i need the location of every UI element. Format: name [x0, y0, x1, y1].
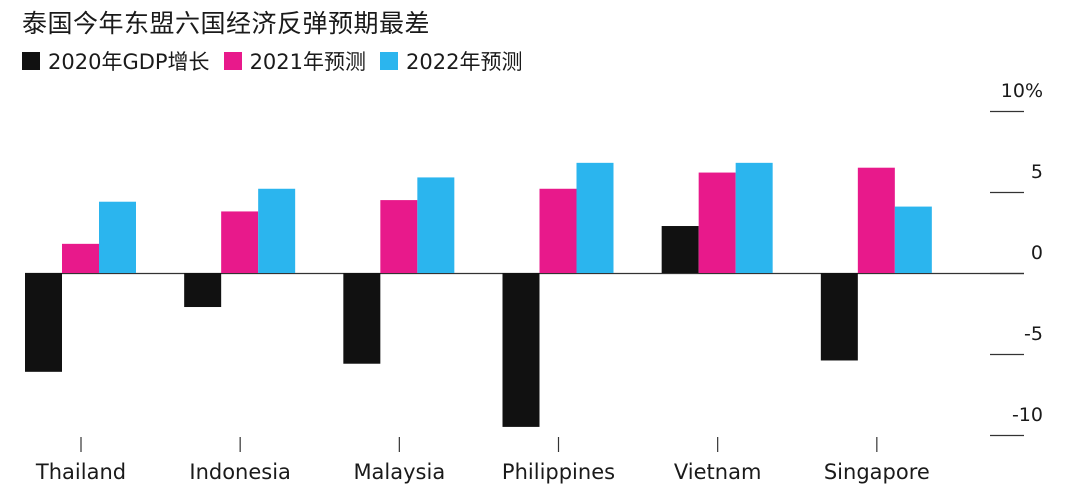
x-label-singapore: Singapore: [824, 460, 930, 484]
bar-malaysia-series-0: [343, 273, 381, 364]
y-tick-label-0: 10%: [1001, 80, 1043, 102]
y-tick-label-4: -10: [1012, 404, 1043, 426]
bar-indonesia-series-1: [221, 211, 259, 273]
bar-vietnam-series-2: [735, 162, 773, 273]
bar-singapore-series-2: [894, 206, 932, 273]
legend-label-2020-gdp: 2020年GDP增长: [48, 50, 210, 74]
bar-indonesia-series-2: [258, 188, 296, 273]
chart-title: 泰国今年东盟六国经济反弹预期最差: [22, 9, 431, 38]
bar-philippines-series-2: [576, 162, 614, 273]
x-label-indonesia: Indonesia: [189, 460, 291, 484]
legend-label-2022-forecast: 2022年预测: [406, 50, 523, 74]
legend-label-2021-forecast: 2021年预测: [249, 50, 367, 74]
x-label-vietnam: Vietnam: [674, 460, 762, 484]
bar-malaysia-series-1: [380, 200, 418, 273]
bar-philippines-series-1: [539, 188, 577, 273]
x-label-thailand: Thailand: [35, 460, 126, 484]
bar-thailand-series-1: [62, 243, 99, 273]
y-tick-label-2: 0: [1031, 242, 1043, 264]
legend-item-2022-forecast: 2022年预测: [380, 46, 522, 76]
y-tick-label-3: -5: [1024, 323, 1043, 345]
bar-vietnam-series-0: [661, 226, 699, 273]
x-label-philippines: Philippines: [502, 460, 615, 484]
bar-malaysia-series-2: [417, 177, 455, 273]
bar-philippines-series-0: [502, 273, 540, 427]
bar-thailand-series-0: [25, 273, 62, 372]
bar-thailand-series-2: [99, 201, 136, 273]
bar-singapore-series-1: [857, 167, 895, 273]
bar-indonesia-series-0: [184, 273, 222, 308]
legend-swatch-2020-gdp: [22, 52, 40, 70]
chart-legend: 2020年GDP增长 2021年预测 2022年预测: [22, 46, 536, 76]
y-tick-label-1: 5: [1031, 161, 1043, 183]
legend-swatch-2022-forecast: [380, 52, 399, 70]
x-label-malaysia: Malaysia: [353, 460, 445, 484]
bar-vietnam-series-1: [698, 172, 736, 273]
legend-item-2020-gdp: 2020年GDP增长: [22, 46, 210, 76]
legend-item-2021-forecast: 2021年预测: [223, 46, 367, 76]
legend-swatch-2021-forecast: [223, 52, 242, 70]
bar-singapore-series-0: [820, 273, 858, 361]
